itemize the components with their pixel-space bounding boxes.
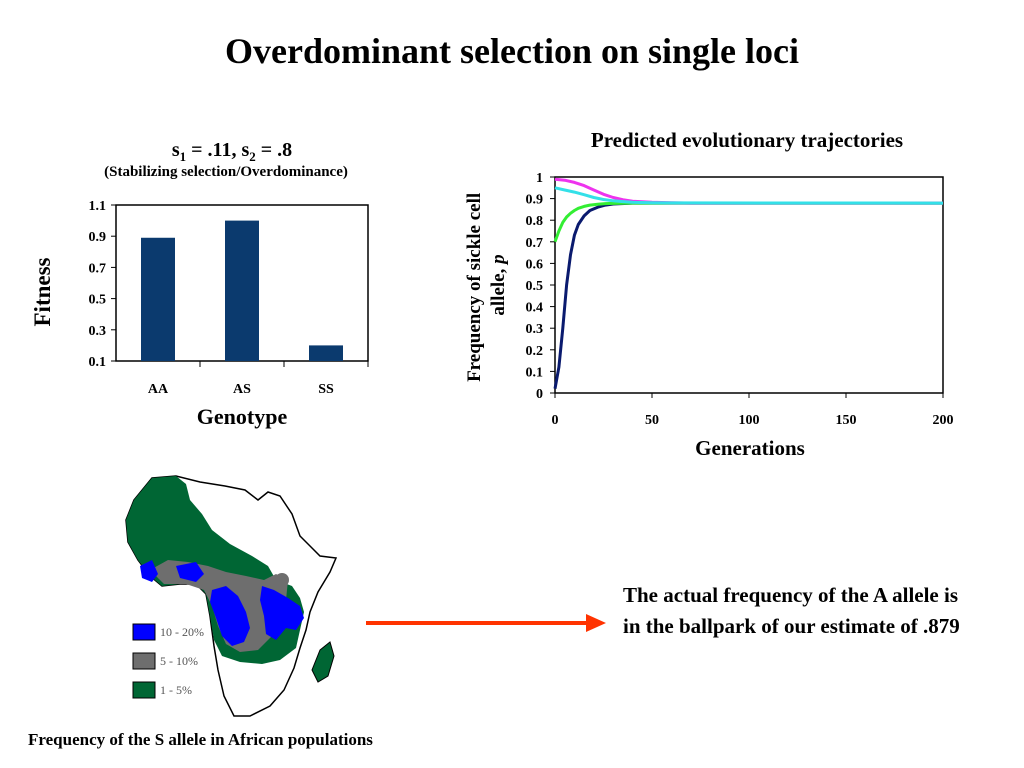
line-xtick-label: 200: [933, 413, 954, 428]
line-chart-ylabel: Frequency of sickle cell allele, p: [464, 188, 509, 382]
line-ytick-label: 0.6: [526, 257, 544, 272]
line-ytick-label: 1: [536, 171, 543, 186]
trajectory-line-chart: Predicted evolutionary trajectories Freq…: [464, 128, 954, 460]
legend-swatch-blue: [132, 623, 156, 641]
trajectory-series-0: [553, 201, 943, 389]
bar-chart-xlabel: Genotype: [197, 404, 288, 429]
map-region-blue-congo: [210, 586, 250, 646]
line-ytick-label: 0.8: [526, 214, 544, 229]
line-ytick-label: 0.7: [526, 236, 544, 251]
line-ytick-label: 0.5: [526, 279, 544, 294]
line-xtick-label: 0: [552, 413, 559, 428]
bar-chart-ylabel: Fitness: [30, 257, 55, 326]
bar-xtick-label: SS: [318, 382, 334, 397]
map-region-blue-central: [176, 562, 204, 582]
legend-label-blue: 10 - 20%: [160, 625, 204, 639]
bar-xtick-label: AA: [148, 382, 169, 397]
bar-ytick-label: 0.9: [89, 230, 107, 245]
map-caption: Frequency of the S allele in African pop…: [28, 730, 373, 749]
map-region-blue-west: [140, 560, 158, 582]
line-xtick-label: 150: [836, 413, 857, 428]
bar-ss: [309, 345, 343, 361]
bar-ytick-label: 0.7: [89, 261, 107, 276]
line-ytick-label: 0.9: [526, 193, 544, 208]
line-plot-frame: [554, 176, 944, 394]
bar-chart-subtitle: (Stabilizing selection/Overdominance): [104, 164, 348, 180]
pointer-arrow: [366, 614, 606, 632]
fitness-bar-chart: s1 = .11, s2 = .8 (Stabilizing selection…: [30, 139, 369, 429]
legend-swatch-green: [132, 681, 156, 699]
legend-swatch-grey: [132, 652, 156, 670]
legend-label-green: 1 - 5%: [160, 683, 192, 697]
map-region-blue-east: [260, 586, 304, 640]
bar-ytick-label: 0.5: [89, 293, 107, 308]
line-ytick-label: 0.1: [526, 365, 544, 380]
bar-as: [225, 220, 259, 361]
bar-xtick-label: AS: [233, 382, 251, 397]
line-chart-xlabel: Generations: [695, 436, 805, 460]
bar-ytick-label: 0.1: [89, 355, 107, 370]
line-chart-title: Predicted evolutionary trajectories: [591, 128, 903, 152]
trajectory-series-1: [553, 201, 943, 243]
line-ytick-label: 0.2: [526, 344, 544, 359]
bar-chart-title: s1 = .11, s2 = .8: [172, 139, 292, 164]
line-ytick-label: 0: [536, 387, 543, 402]
estimate-note: The actual frequency of the A allele is …: [623, 583, 960, 638]
line-ytick-label: 0.3: [526, 322, 544, 337]
line-xtick-label: 50: [645, 413, 659, 428]
legend-label-grey: 5 - 10%: [160, 654, 198, 668]
africa-sickle-map: 10 - 20% 5 - 10% 1 - 5%: [125, 475, 338, 717]
line-ytick-label: 0.4: [526, 301, 544, 316]
trajectory-series-3: [554, 186, 944, 205]
bar-aa: [141, 237, 175, 361]
slide-title: Overdominant selection on single loci: [225, 31, 799, 71]
bar-ytick-label: 0.3: [89, 324, 107, 339]
map-region-grey-horn: [275, 573, 289, 587]
bar-ytick-label: 1.1: [89, 199, 107, 214]
line-xtick-label: 100: [739, 413, 760, 428]
madagascar: [311, 641, 335, 683]
